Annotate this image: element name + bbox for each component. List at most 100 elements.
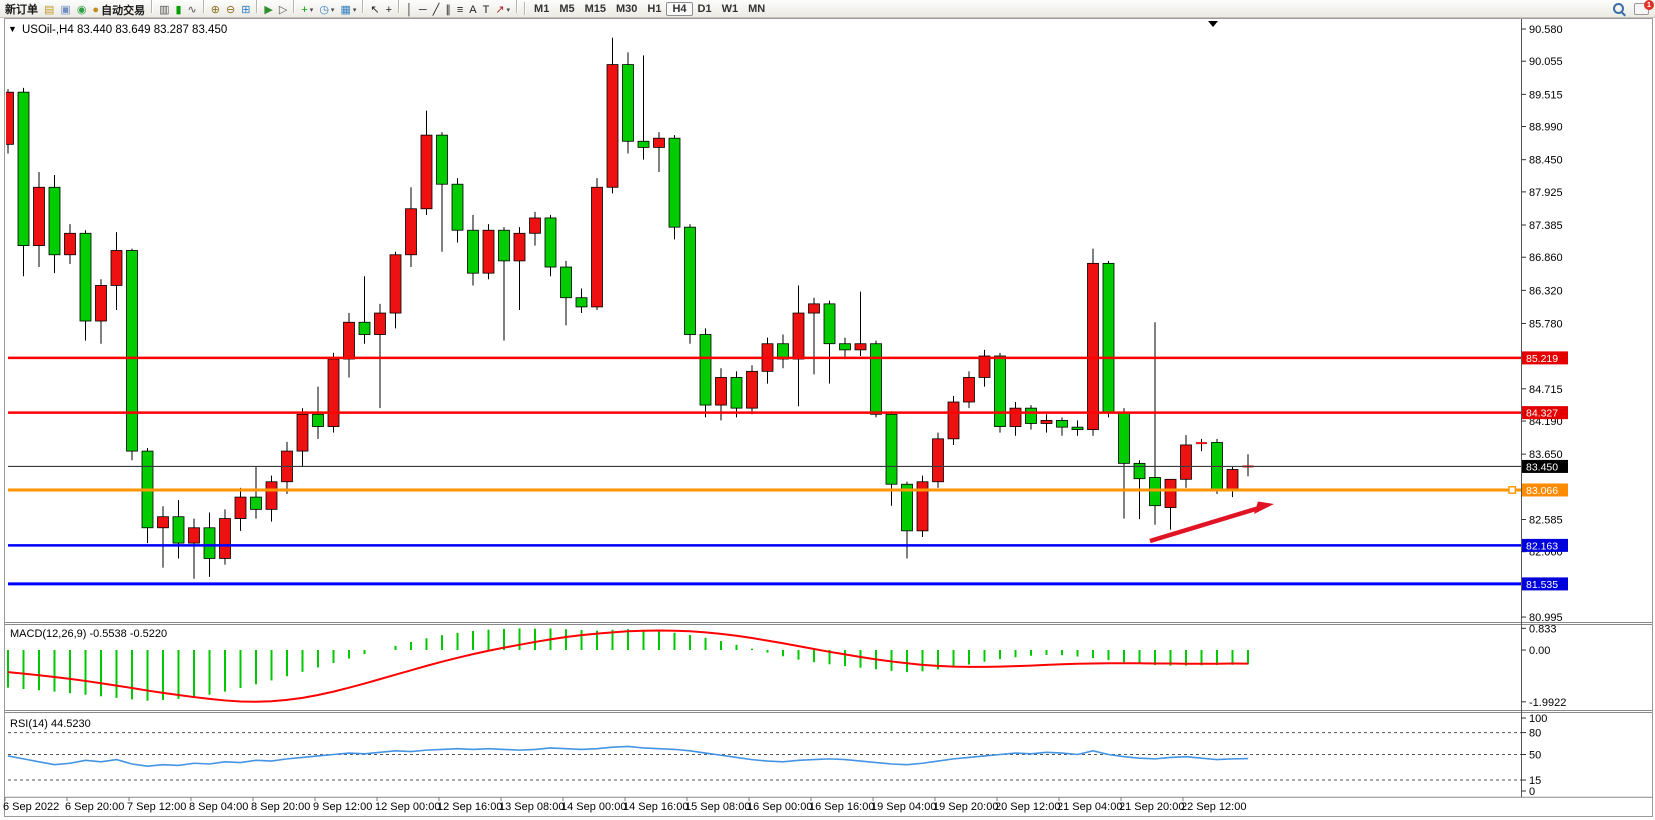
timeframe-m1-button[interactable]: M1 <box>534 2 550 15</box>
symbol-dropdown-caret[interactable]: ▼ <box>8 24 17 34</box>
candles-mode-button[interactable]: ▮ <box>172 3 184 18</box>
candle-down <box>901 483 913 532</box>
tile-windows-button[interactable]: ⊞ <box>238 3 253 18</box>
print-button[interactable]: ▣ <box>57 3 73 18</box>
crosshair-button[interactable]: + <box>383 3 395 18</box>
hline-handle[interactable] <box>1508 486 1517 494</box>
indicators-button[interactable]: + ▾ <box>298 3 316 18</box>
candle-up <box>265 481 278 510</box>
cursor-button[interactable]: ↖ <box>367 3 382 18</box>
toolbar-buttons: 新订单 ▤ ▣ ◉ ● 自动交易 ▥ ▮ ∿ ⊕ ⊖ ⊞ ▶ ▷ + ▾ ◷ ▾ ▦ ▾ ↖ + │ ─ ╱ ∥ ≡ A T ↗ ▾ <box>0 0 521 18</box>
chevron-down-icon: ▾ <box>506 7 511 14</box>
timeframe-w1-button[interactable]: W1 <box>721 2 739 15</box>
annotation-arrow[interactable] <box>1149 505 1260 544</box>
rsi-tick-label: 100 <box>1529 713 1547 725</box>
candle-down <box>467 229 479 274</box>
candle-down <box>668 137 681 228</box>
fibonacci-button[interactable]: ≡ <box>454 3 466 18</box>
price-badge-label: 82.163 <box>1526 540 1558 552</box>
chat-icon[interactable]: 1 <box>1634 0 1654 15</box>
bars-mode-button[interactable]: ▥ <box>156 3 172 18</box>
time-label: 16 Sep 16:00 <box>809 801 874 813</box>
candle-down <box>1056 420 1068 428</box>
periods-button[interactable]: ◷ ▾ <box>316 3 337 18</box>
time-label: 14 Sep 00:00 <box>561 801 626 813</box>
rsi-line <box>7 745 1249 767</box>
time-label: 15 Sep 08:00 <box>685 801 750 813</box>
candle-up <box>343 321 355 360</box>
price-badge <box>1522 483 1568 497</box>
candle-up <box>854 343 867 351</box>
text-label-button[interactable]: T <box>480 3 493 18</box>
time-label: 20 Sep 12:00 <box>995 801 1060 813</box>
candle-down <box>730 377 743 409</box>
timeframe-h1-button[interactable]: H1 <box>647 2 662 15</box>
candles-layer <box>6 37 1521 586</box>
candle-down <box>684 226 696 335</box>
trendline-button[interactable]: ╱ <box>430 3 443 18</box>
price-badge <box>1522 538 1568 552</box>
candle-down <box>498 229 510 262</box>
candle-down <box>1133 462 1146 480</box>
new-order-button[interactable]: 新订单 <box>0 1 41 16</box>
price-tick-label: 89.515 <box>1529 89 1563 101</box>
cursor-icon: ↖ <box>370 3 380 16</box>
channel-button[interactable]: ∥ <box>442 3 454 18</box>
arrows-button[interactable]: ↗ ▾ <box>492 3 513 18</box>
candle-down <box>637 140 650 148</box>
candle-up <box>389 254 402 314</box>
price-badge-label: 83.066 <box>1526 485 1558 497</box>
rsi-tick-label: 15 <box>1529 775 1541 787</box>
time-label: 13 Sep 08:00 <box>499 801 564 813</box>
candle-up <box>606 64 619 188</box>
auto-trading-button[interactable]: ● 自动交易 <box>89 3 148 18</box>
candle-up <box>33 186 45 246</box>
timeframe-m15-button[interactable]: M15 <box>584 2 607 15</box>
auto-scroll-button[interactable]: ▶ <box>261 3 275 18</box>
rsi-tick-label: 50 <box>1529 750 1541 762</box>
charts-stack-button[interactable]: ▤ <box>41 3 57 18</box>
macd-label: MACD(12,26,9) -0.5538 -0.5220 <box>10 628 167 640</box>
candle-up <box>64 232 76 256</box>
candle-down <box>699 334 712 406</box>
templates-button[interactable]: ▦ ▾ <box>337 3 359 18</box>
candle-down <box>250 496 262 510</box>
bars-mode-icon: ▥ <box>159 3 170 16</box>
price-badge-label: 81.535 <box>1526 579 1558 591</box>
line-mode-button[interactable]: ∿ <box>185 3 200 18</box>
candle-down <box>1149 477 1161 507</box>
toolbar-separator <box>516 0 519 13</box>
timeframe-h4-button[interactable]: H4 <box>666 1 693 16</box>
community-button[interactable]: ◉ <box>74 3 90 18</box>
toolbar-separator <box>256 0 259 13</box>
timeframe-m30-button[interactable]: M30 <box>616 2 638 15</box>
toolbar-separator <box>398 0 401 13</box>
periods-icon: ◷ <box>319 3 329 16</box>
timeframe-d1-button[interactable]: D1 <box>697 2 712 15</box>
candle-up <box>219 518 231 559</box>
chart-shift-marker[interactable] <box>1208 21 1218 27</box>
candle-up <box>420 134 433 210</box>
chevron-down-icon: ▾ <box>330 7 335 14</box>
chart-shift-button[interactable]: ▷ <box>276 3 290 18</box>
main-toolbar: 新订单 ▤ ▣ ◉ ● 自动交易 ▥ ▮ ∿ ⊕ ⊖ ⊞ ▶ ▷ + ▾ ◷ ▾ ▦ ▾ ↖ + │ ─ ╱ ∥ ≡ A T ↗ ▾ M1 M… <box>0 0 1655 18</box>
text-icon: A <box>469 3 477 16</box>
price-badge <box>1522 351 1568 365</box>
horizontal-line-button[interactable]: ─ <box>416 3 430 18</box>
price-tick-label: 88.990 <box>1529 122 1563 134</box>
price-badge-label: 83.450 <box>1526 461 1558 473</box>
text-button[interactable]: A <box>466 3 479 18</box>
candle-up <box>374 312 386 335</box>
price-tick-label: 82.585 <box>1529 514 1563 526</box>
zoom-out-button[interactable]: ⊖ <box>223 3 238 18</box>
timeframe-m5-button[interactable]: M5 <box>559 2 575 15</box>
search-icon[interactable] <box>1613 3 1624 14</box>
vertical-line-button[interactable]: │ <box>403 3 416 18</box>
chart-shift-icon: ▷ <box>278 3 288 16</box>
print-icon: ▣ <box>60 3 71 16</box>
timeframe-mn-button[interactable]: MN <box>748 2 766 15</box>
candle-up <box>513 232 526 262</box>
trendline-icon: ╱ <box>432 3 440 16</box>
zoom-in-button[interactable]: ⊕ <box>208 3 223 18</box>
